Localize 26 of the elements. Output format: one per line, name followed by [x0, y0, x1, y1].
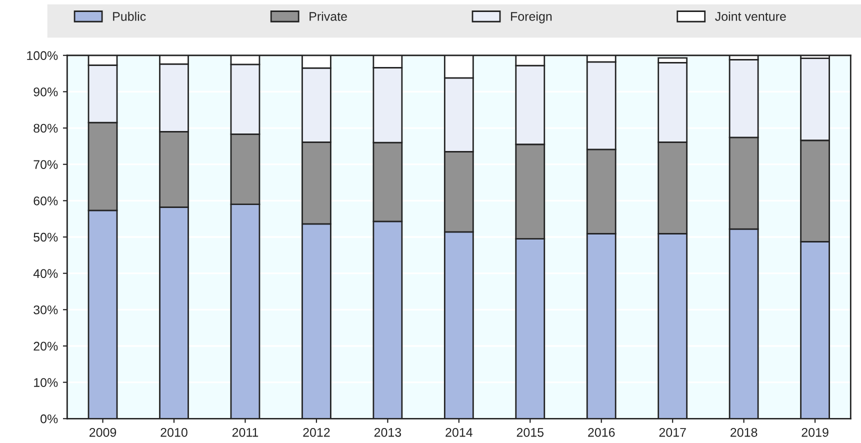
y-tick-label: 10%	[34, 378, 58, 387]
legend-label: Joint venture	[715, 12, 786, 21]
legend-label: Public	[113, 12, 146, 21]
y-tick-label: 90%	[34, 88, 58, 96]
x-tick-label: 2013	[374, 428, 402, 437]
y-tick-label: 60%	[34, 196, 58, 206]
y-tick-label: 20%	[34, 342, 58, 351]
y-tick-label: 30%	[34, 305, 58, 314]
y-tick-label: 0%	[40, 414, 58, 424]
y-tick-label: 40%	[33, 269, 58, 278]
x-tick-label: 2018	[730, 428, 758, 437]
legend-label: Foreign	[511, 12, 552, 24]
x-tick-label: 2011	[232, 428, 258, 437]
y-tick-label: 100%	[27, 51, 58, 60]
x-tick-label: 2015	[516, 428, 544, 437]
x-tick-label: 2017	[659, 428, 686, 437]
y-tick-label: 80%	[34, 124, 58, 133]
x-tick-label: 2019	[802, 428, 828, 437]
x-tick-label: 2014	[446, 428, 472, 437]
x-tick-label: 2016	[588, 428, 615, 437]
y-tick-label: 50%	[34, 232, 58, 242]
legend-label: Private	[310, 12, 347, 21]
x-tick-label: 2009	[90, 428, 116, 437]
x-tick-label: 2012	[303, 428, 330, 437]
y-tick-label: 70%	[34, 160, 58, 170]
x-tick-label: 2010	[160, 428, 188, 437]
